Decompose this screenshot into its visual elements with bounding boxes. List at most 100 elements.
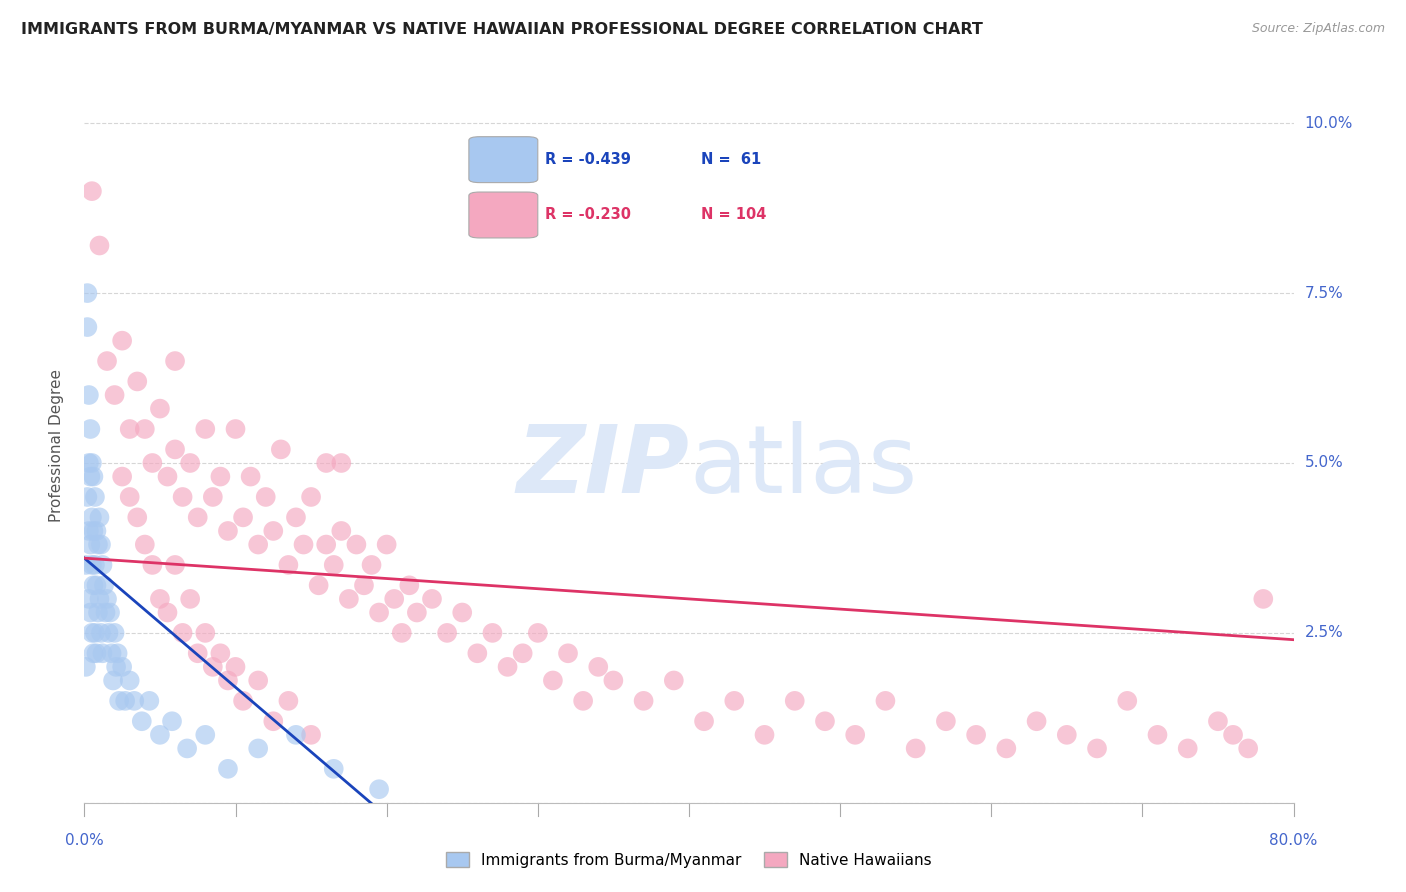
Point — [127, 375, 149, 389]
Point — [353, 578, 375, 592]
Point — [165, 558, 187, 572]
Point — [420, 591, 443, 606]
Point — [75, 558, 97, 572]
Text: 2.5%: 2.5% — [1305, 625, 1343, 640]
Point — [1056, 728, 1078, 742]
Point — [91, 558, 114, 572]
Point — [76, 490, 98, 504]
Point — [89, 510, 111, 524]
Point — [277, 558, 299, 572]
Point — [844, 728, 866, 742]
Point — [436, 626, 458, 640]
Point — [1177, 741, 1199, 756]
Point — [1237, 741, 1260, 756]
Point — [90, 626, 112, 640]
Point — [337, 591, 360, 606]
Point — [176, 741, 198, 756]
Point — [1085, 741, 1108, 756]
Point — [723, 694, 745, 708]
Point — [285, 728, 308, 742]
Point — [239, 469, 262, 483]
Point — [156, 606, 179, 620]
Point — [104, 626, 127, 640]
Point — [194, 728, 217, 742]
Point — [108, 694, 131, 708]
Point — [322, 762, 344, 776]
Point — [118, 422, 141, 436]
Point — [187, 510, 209, 524]
Point — [80, 184, 103, 198]
Point — [111, 469, 134, 483]
Point — [77, 591, 100, 606]
Point — [965, 728, 987, 742]
Point — [247, 537, 270, 551]
Point — [391, 626, 413, 640]
Point — [91, 646, 114, 660]
Point — [141, 558, 163, 572]
Point — [572, 694, 595, 708]
Point — [451, 606, 474, 620]
Point — [322, 558, 344, 572]
Point — [80, 456, 103, 470]
Point — [194, 422, 217, 436]
Point — [149, 401, 172, 416]
Point — [232, 694, 254, 708]
Point — [633, 694, 655, 708]
Point — [315, 537, 337, 551]
Point — [299, 490, 322, 504]
Point — [86, 646, 108, 660]
Point — [94, 606, 117, 620]
Point — [346, 537, 368, 551]
Point — [172, 490, 194, 504]
Text: Source: ZipAtlas.com: Source: ZipAtlas.com — [1251, 22, 1385, 36]
Text: 7.5%: 7.5% — [1305, 285, 1343, 301]
Point — [90, 537, 112, 551]
Text: 5.0%: 5.0% — [1305, 456, 1343, 470]
Point — [89, 238, 111, 252]
Point — [368, 782, 391, 797]
Point — [98, 606, 121, 620]
Point — [247, 673, 270, 688]
Point — [262, 524, 284, 538]
Point — [330, 456, 353, 470]
Point — [194, 626, 217, 640]
Point — [1146, 728, 1168, 742]
Point — [127, 510, 149, 524]
Text: 10.0%: 10.0% — [1305, 116, 1353, 131]
Point — [96, 591, 118, 606]
Text: IMMIGRANTS FROM BURMA/MYANMAR VS NATIVE HAWAIIAN PROFESSIONAL DEGREE CORRELATION: IMMIGRANTS FROM BURMA/MYANMAR VS NATIVE … — [21, 22, 983, 37]
Text: ZIP: ZIP — [516, 421, 689, 514]
Text: 0.0%: 0.0% — [65, 833, 104, 848]
Point — [1206, 714, 1229, 729]
Point — [149, 591, 172, 606]
Text: 80.0%: 80.0% — [1270, 833, 1317, 848]
Point — [496, 660, 519, 674]
Point — [588, 660, 610, 674]
Point — [217, 673, 239, 688]
Point — [84, 558, 107, 572]
Point — [149, 728, 172, 742]
Point — [299, 728, 322, 742]
Point — [79, 606, 101, 620]
Point — [114, 694, 136, 708]
Point — [134, 537, 156, 551]
Point — [97, 626, 120, 640]
Point — [131, 714, 153, 729]
Point — [172, 626, 194, 640]
Point — [330, 524, 353, 538]
Point — [156, 469, 179, 483]
Point — [262, 714, 284, 729]
Point — [122, 694, 145, 708]
Point — [541, 673, 564, 688]
Point — [84, 490, 107, 504]
Point — [382, 591, 405, 606]
Point — [527, 626, 550, 640]
Point — [77, 524, 100, 538]
Point — [118, 673, 141, 688]
Point — [82, 524, 104, 538]
Point — [693, 714, 716, 729]
Point — [1025, 714, 1047, 729]
Point — [134, 422, 156, 436]
Point — [86, 524, 108, 538]
Point — [904, 741, 927, 756]
